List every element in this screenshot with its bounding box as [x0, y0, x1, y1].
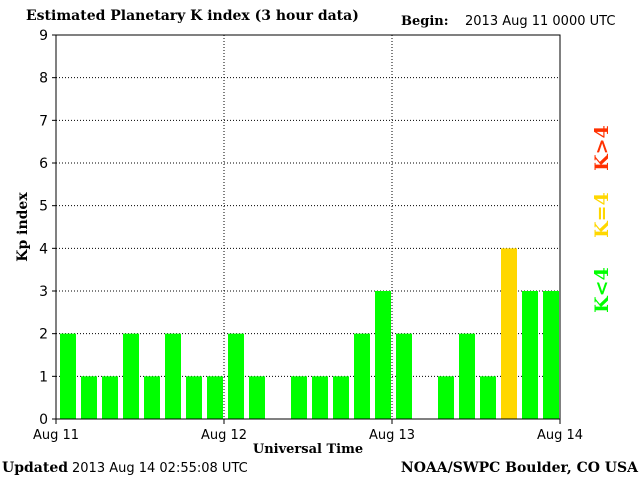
kp-bar: [102, 376, 118, 419]
y-tick-label: 4: [39, 241, 48, 257]
y-tick-label: 5: [39, 199, 48, 215]
kp-bar: [249, 376, 265, 419]
kp-bar: [396, 333, 412, 419]
y-tick-label: 1: [39, 369, 48, 385]
y-tick-label: 3: [39, 284, 48, 300]
y-tick-label: 8: [39, 71, 48, 87]
kp-bar: [375, 291, 391, 419]
plot-frame: [55, 34, 561, 420]
x-axis-label: Universal Time: [253, 442, 363, 457]
x-tick-label: Aug 12: [201, 428, 247, 443]
kp-bar: [480, 376, 496, 419]
kp-bar: [207, 376, 223, 419]
y-tick-label: 0: [39, 412, 48, 428]
kp-bar: [291, 376, 307, 419]
kp-bar: [165, 333, 181, 419]
y-tick-label: 6: [39, 156, 48, 172]
x-tick-label: Aug 14: [537, 428, 583, 443]
source-credit: NOAA/SWPC Boulder, CO USA: [400, 460, 638, 476]
kp-bar: [438, 376, 454, 419]
legend-k-above-4: K>4: [591, 125, 613, 171]
y-tick-label: 9: [39, 28, 48, 44]
kp-bar: [186, 376, 202, 419]
y-tick-label: 2: [39, 327, 48, 343]
x-tick-label: Aug 11: [33, 428, 79, 443]
begin-label: Begin:: [401, 14, 449, 29]
kp-bar: [60, 333, 76, 419]
kp-bar: [228, 333, 244, 419]
kp-bar: [354, 333, 370, 419]
kp-bar: [312, 376, 328, 419]
kp-bar: [333, 376, 349, 419]
chart-title: Estimated Planetary K index (3 hour data…: [26, 8, 359, 24]
kp-bar: [81, 376, 97, 419]
updated-label: Updated: [2, 460, 69, 476]
begin-value: 2013 Aug 11 0000 UTC: [465, 14, 616, 29]
kp-bar: [501, 248, 517, 419]
updated-value: 2013 Aug 14 02:55:08 UTC: [72, 461, 248, 476]
kp-bar: [123, 333, 139, 419]
kp-bar: [459, 333, 475, 419]
y-tick-label: 7: [39, 113, 48, 129]
legend-k-below-4: K<4: [591, 267, 613, 313]
legend-k-equal-4: K=4: [591, 192, 613, 238]
kp-bar: [144, 376, 160, 419]
y-axis-label: Kp index: [15, 192, 31, 262]
kp-bar: [522, 291, 538, 419]
x-tick-label: Aug 13: [369, 428, 415, 443]
kp-bar: [543, 291, 559, 419]
